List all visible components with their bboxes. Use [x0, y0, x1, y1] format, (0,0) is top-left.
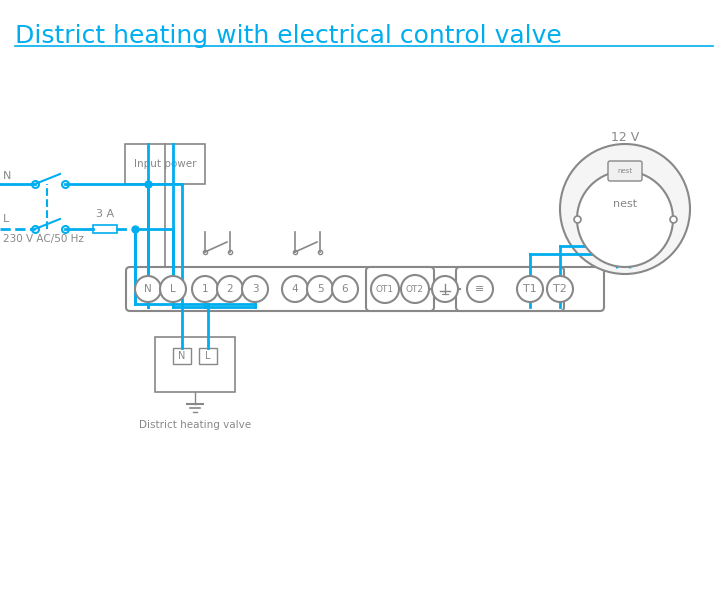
Circle shape	[135, 276, 161, 302]
FancyBboxPatch shape	[366, 267, 434, 311]
Text: 6: 6	[341, 284, 348, 294]
FancyBboxPatch shape	[456, 267, 564, 311]
Circle shape	[560, 144, 690, 274]
Text: District heating valve: District heating valve	[139, 419, 251, 429]
Text: 4: 4	[292, 284, 298, 294]
FancyBboxPatch shape	[199, 348, 217, 364]
Circle shape	[160, 276, 186, 302]
Circle shape	[217, 276, 243, 302]
Circle shape	[577, 171, 673, 267]
Text: OT1: OT1	[376, 285, 394, 293]
Text: 3 A: 3 A	[96, 209, 114, 219]
Circle shape	[517, 276, 543, 302]
Circle shape	[242, 276, 268, 302]
Circle shape	[282, 276, 308, 302]
Circle shape	[332, 276, 358, 302]
Text: nest: nest	[613, 199, 637, 209]
FancyBboxPatch shape	[125, 144, 205, 184]
Text: OT2: OT2	[406, 285, 424, 293]
Text: L: L	[205, 351, 210, 361]
Text: nest: nest	[617, 168, 633, 174]
Circle shape	[307, 276, 333, 302]
Text: 12 V: 12 V	[611, 131, 639, 144]
FancyBboxPatch shape	[126, 267, 604, 311]
Text: N: N	[3, 171, 12, 181]
Text: N: N	[178, 351, 186, 361]
Circle shape	[192, 276, 218, 302]
Text: T2: T2	[553, 284, 567, 294]
Text: 2: 2	[226, 284, 233, 294]
Text: ≡: ≡	[475, 284, 485, 294]
Text: 230 V AC/50 Hz: 230 V AC/50 Hz	[3, 234, 84, 244]
Text: 5: 5	[317, 284, 323, 294]
FancyBboxPatch shape	[93, 225, 117, 233]
FancyBboxPatch shape	[173, 348, 191, 364]
Text: T1: T1	[523, 284, 537, 294]
FancyBboxPatch shape	[608, 161, 642, 181]
Text: Input power: Input power	[134, 159, 197, 169]
Circle shape	[547, 276, 573, 302]
Text: 1: 1	[202, 284, 208, 294]
Circle shape	[401, 275, 429, 303]
Circle shape	[432, 276, 458, 302]
Text: L: L	[170, 284, 176, 294]
Text: District heating with electrical control valve: District heating with electrical control…	[15, 24, 562, 48]
Circle shape	[371, 275, 399, 303]
Text: L: L	[3, 214, 9, 224]
FancyBboxPatch shape	[155, 336, 235, 391]
Text: N: N	[144, 284, 152, 294]
Text: 3: 3	[252, 284, 258, 294]
Circle shape	[467, 276, 493, 302]
